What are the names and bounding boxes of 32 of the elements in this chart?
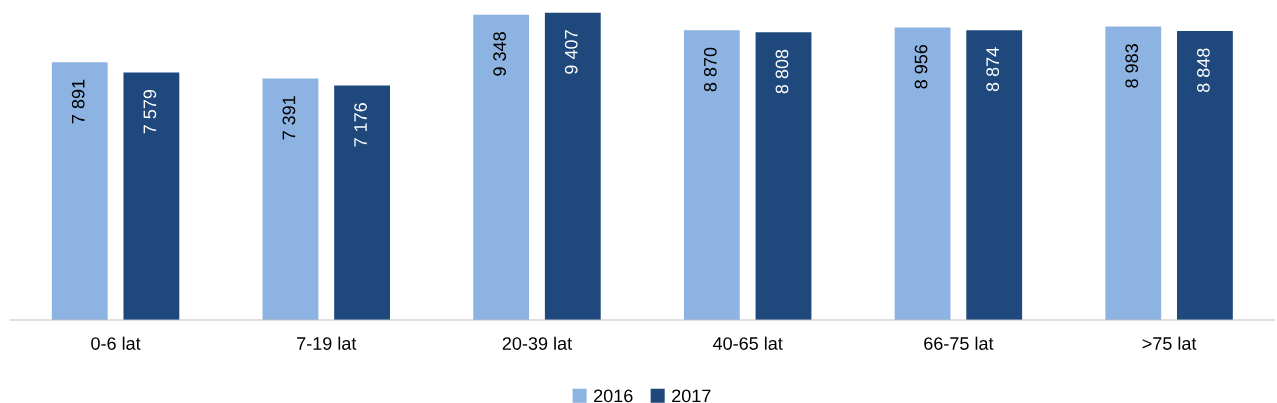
x-tick-label: 20-39 lat [502,336,572,350]
bar [683,30,740,320]
bar [1176,31,1233,320]
data-label: 9 407 [564,30,578,74]
x-tick-label: 40-65 lat [712,336,783,350]
bar [123,72,180,320]
data-label: 8 848 [1196,48,1210,93]
x-tick-label: 66-75 lat [924,336,994,350]
data-label: 8 983 [1125,44,1139,88]
legend-label: 2017 [672,389,711,403]
data-label: 7 176 [354,103,367,147]
bar [544,12,601,320]
data-label: 7 391 [282,96,296,140]
bar [1105,26,1162,320]
data-label: 7 579 [143,89,157,134]
bar [334,85,391,320]
data-label: 7 891 [71,79,85,124]
x-tick-label: 7-19 lat [297,336,357,350]
legend-label: 2016 [594,389,633,403]
data-label: 8 874 [986,47,1000,92]
data-label: 9 348 [493,32,507,76]
bar [894,27,951,320]
x-tick-label: >75 lat [1142,336,1197,350]
bar [473,14,530,320]
data-label: 8 808 [775,49,789,94]
bar [262,78,319,320]
x-tick-label: 0-6 lat [91,336,141,350]
bar [755,32,812,320]
bar [966,30,1023,320]
bar [51,62,108,320]
data-label: 8 956 [914,44,928,89]
data-label: 8 870 [703,47,717,92]
